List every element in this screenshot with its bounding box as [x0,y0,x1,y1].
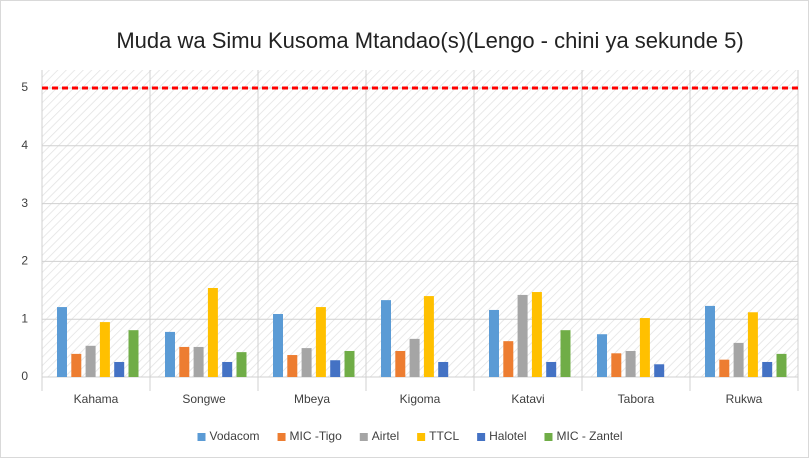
legend-label: Airtel [372,429,399,443]
x-tick-label: Kigoma [400,392,441,406]
legend-swatch [544,433,553,441]
bar [611,353,622,377]
bar [236,352,247,377]
y-tick-label: 3 [21,196,28,210]
x-tick-label: Katavi [511,392,544,406]
bar [597,334,607,377]
bar [381,300,391,377]
bar [114,361,125,377]
bar [503,341,514,377]
bar [301,348,312,377]
bar [71,353,82,377]
bar [330,360,341,377]
bar [128,330,139,377]
legend-label: MIC - Zantel [556,429,622,443]
bar [395,350,406,377]
bar [193,346,204,377]
y-tick-label: 0 [21,369,28,383]
legend-label: TTCL [429,429,459,443]
legend-label: MIC -Tigo [290,429,343,443]
y-tick-label: 5 [21,80,28,94]
x-tick-label: Rukwa [726,392,763,406]
legend-swatch [197,433,206,441]
x-tick-label: Tabora [618,392,655,406]
bar [517,294,528,377]
plot-background [42,70,798,377]
x-tick-label: Kahama [74,392,119,406]
y-tick-label: 2 [21,254,28,268]
bar [207,287,218,377]
bar [747,312,758,377]
legend-label: Halotel [489,429,526,443]
bar [85,345,96,377]
bar [165,331,175,377]
y-tick-label: 1 [21,311,28,325]
bar [776,353,787,377]
bar [531,292,542,377]
legend-swatch [359,433,368,441]
legend-swatch [417,433,426,441]
bar [625,350,636,377]
bar [762,361,773,377]
bar [287,355,298,377]
bar [438,361,449,377]
x-tick-label: Mbeya [294,392,330,406]
bar [409,338,420,377]
legend-swatch [277,433,286,441]
bar [179,346,190,377]
bar [719,359,730,377]
legend-swatch [477,433,486,441]
bar [639,318,650,377]
bar [733,342,744,377]
bar [705,305,715,377]
x-tick-label: Songwe [182,392,226,406]
bar [560,330,571,377]
y-tick-label: 4 [21,138,28,152]
bar [57,307,67,377]
bar [423,296,434,377]
bar [654,364,665,377]
bar [344,350,355,377]
chart-title: Muda wa Simu Kusoma Mtandao(s)(Lengo - c… [116,28,743,53]
bar [99,322,110,377]
bar [315,307,326,377]
bar [273,313,283,377]
legend-label: Vodacom [210,429,260,443]
bar [489,309,499,377]
bar [222,361,233,377]
bar [546,361,557,377]
